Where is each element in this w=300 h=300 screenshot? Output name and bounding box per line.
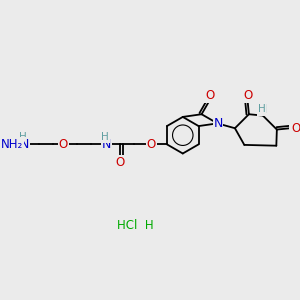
Text: H: H: [20, 132, 27, 142]
Text: N: N: [101, 138, 111, 151]
Text: O: O: [291, 122, 300, 135]
Text: N: N: [213, 117, 223, 130]
Text: O: O: [243, 89, 252, 102]
Text: O: O: [59, 138, 68, 151]
Text: N: N: [258, 103, 268, 116]
Text: O: O: [147, 138, 156, 151]
Text: H: H: [258, 103, 266, 114]
Text: H: H: [259, 105, 267, 115]
Text: O: O: [205, 89, 214, 102]
Text: H: H: [101, 132, 109, 142]
Text: NH₂: NH₂: [1, 138, 23, 151]
Text: O: O: [116, 156, 125, 169]
Text: HCl  H: HCl H: [117, 219, 154, 232]
Text: N: N: [20, 138, 29, 151]
